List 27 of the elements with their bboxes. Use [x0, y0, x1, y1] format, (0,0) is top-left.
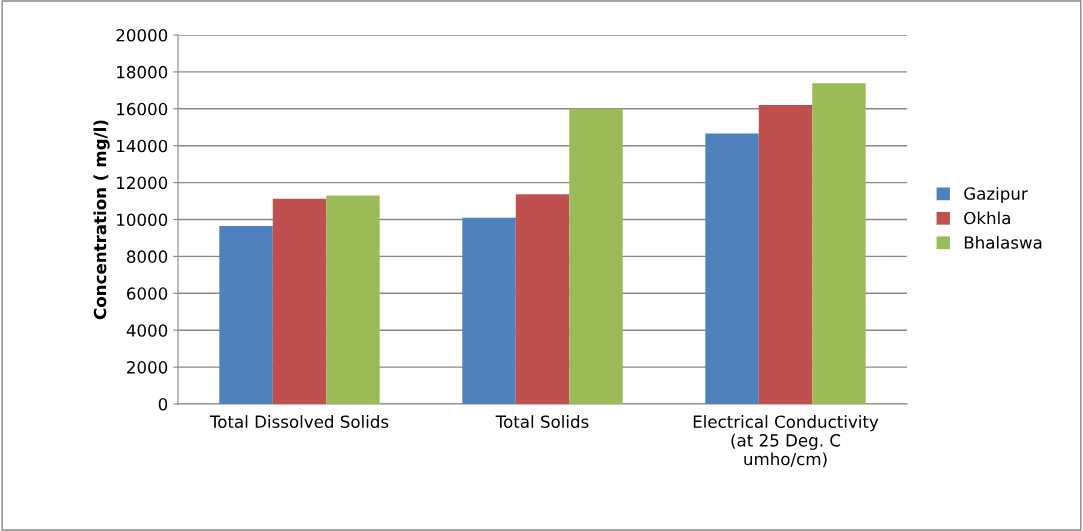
- bar: [705, 133, 759, 404]
- bar: [272, 198, 327, 404]
- x-tick-label: Total Solids: [495, 415, 589, 429]
- y-tick-label: 10000: [117, 213, 168, 227]
- y-tick-label: 6000: [127, 287, 168, 300]
- y-tick-label: 16000: [117, 102, 168, 116]
- y-tick-label: 14000: [117, 139, 168, 153]
- bar: [812, 83, 866, 404]
- legend-label: Gazipur: [964, 186, 1028, 204]
- bar: [326, 195, 380, 404]
- x-tick-label: Total Dissolved Solids: [209, 415, 389, 429]
- y-tick-label: 20000: [116, 28, 168, 42]
- legend-label: Bhalaswa: [964, 235, 1042, 249]
- y-tick-label: 4000: [126, 324, 168, 337]
- x-tick-label: Electrical Conductivity (at 25 Deg. C umho/cm): [693, 415, 879, 468]
- y-tick-label: 0: [158, 397, 168, 411]
- y-tick-label: 2000: [127, 361, 168, 374]
- bar: [515, 194, 570, 404]
- bar: [569, 108, 623, 404]
- legend-label: Okhla: [964, 211, 1010, 225]
- y-axis-title: Concentration ( mg/l): [93, 120, 110, 320]
- bar: [219, 225, 273, 404]
- bar: [462, 217, 516, 404]
- y-tick-label: 18000: [117, 65, 168, 79]
- bar: [758, 105, 813, 404]
- y-tick-label: 8000: [126, 250, 168, 263]
- y-tick-label: 12000: [117, 176, 168, 190]
